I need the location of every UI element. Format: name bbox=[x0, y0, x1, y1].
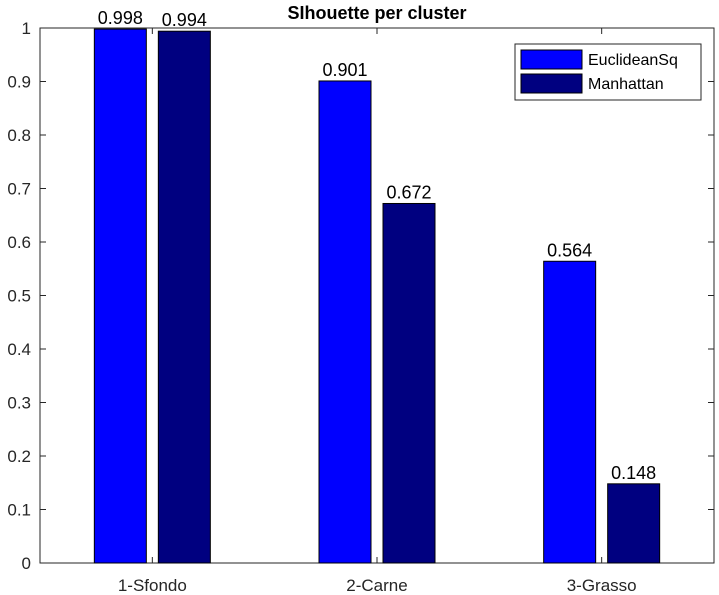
y-tick-label: 1 bbox=[22, 19, 31, 38]
data-label: 0.901 bbox=[322, 60, 367, 80]
legend[interactable]: EuclideanSq Manhattan bbox=[514, 43, 702, 101]
x-tick-label-2: 2-Carne bbox=[346, 576, 407, 595]
y-tick-label: 0.4 bbox=[7, 340, 31, 359]
data-label: 0.148 bbox=[611, 463, 656, 483]
data-labels: 0.998 0.994 0.901 0.672 0.564 0.148 bbox=[98, 8, 656, 483]
y-tick-label: 0.8 bbox=[7, 126, 31, 145]
axes: 0 0.1 0.2 0.3 0.4 0.5 0.6 0.7 0.8 0.9 1 1-Sfondo 2-C… bbox=[7, 19, 715, 595]
legend-label-euclideansq: EuclideanSq bbox=[588, 52, 678, 69]
bar-manhattan-2-carne bbox=[382, 202, 436, 564]
y-tick-label: 0.6 bbox=[7, 233, 31, 252]
y-tick-label: 0 bbox=[22, 554, 31, 573]
bar-manhattan-1-sfondo bbox=[157, 30, 211, 564]
bar-manhattan-3-grasso bbox=[607, 483, 661, 564]
y-tick-label: 0.2 bbox=[7, 447, 31, 466]
x-tick-label-1: 1-Sfondo bbox=[118, 576, 187, 595]
data-label: 0.564 bbox=[547, 240, 592, 260]
legend-swatch-manhattan bbox=[520, 73, 583, 94]
legend-label-manhattan: Manhattan bbox=[588, 76, 664, 93]
x-tick-label-3: 3-Grasso bbox=[567, 576, 637, 595]
bar-euclideansq-3-grasso bbox=[543, 260, 597, 564]
legend-swatch-euclideansq bbox=[520, 49, 583, 70]
plot-area-box bbox=[39, 27, 715, 564]
bar-euclideansq-1-sfondo bbox=[93, 28, 147, 564]
bars bbox=[93, 28, 661, 564]
y-tick-label: 0.7 bbox=[7, 180, 31, 199]
y-tick-label: 0.1 bbox=[7, 501, 31, 520]
data-label: 0.998 bbox=[98, 8, 143, 28]
y-tick-label: 0.5 bbox=[7, 287, 31, 306]
y-tick-label: 0.9 bbox=[7, 73, 31, 92]
data-label: 0.994 bbox=[162, 10, 207, 30]
y-tick-label: 0.3 bbox=[7, 394, 31, 413]
chart-title: SIhouette per cluster bbox=[287, 3, 466, 23]
data-label: 0.672 bbox=[386, 182, 431, 202]
bar-euclideansq-2-carne bbox=[318, 80, 372, 564]
